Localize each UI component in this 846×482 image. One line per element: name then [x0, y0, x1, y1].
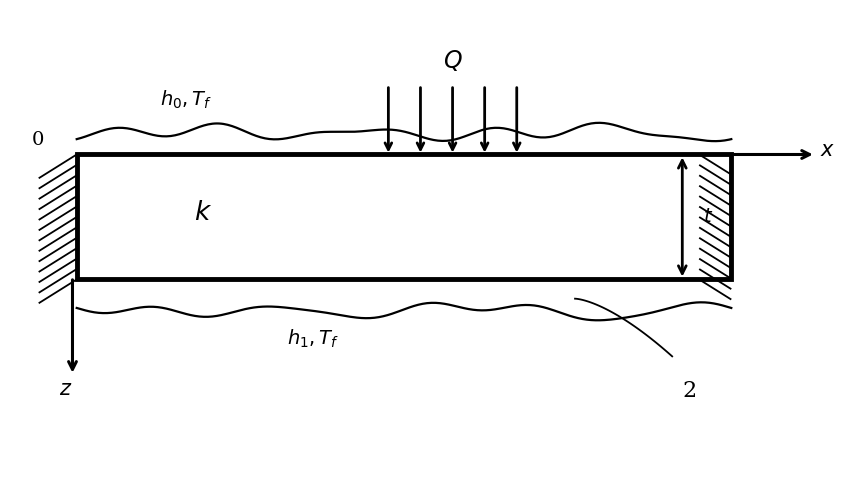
Text: $z$: $z$ [59, 380, 73, 400]
Text: $t$: $t$ [703, 208, 714, 226]
Text: $Q$: $Q$ [442, 48, 463, 73]
Text: $x$: $x$ [820, 141, 835, 160]
Text: $k$: $k$ [195, 200, 212, 225]
Text: $h_1 , T_f$: $h_1 , T_f$ [287, 327, 339, 350]
Text: 2: 2 [682, 380, 696, 402]
Text: $h_0 , T_f$: $h_0 , T_f$ [161, 89, 212, 111]
Text: 0: 0 [32, 131, 45, 149]
Bar [77, 155, 731, 280]
